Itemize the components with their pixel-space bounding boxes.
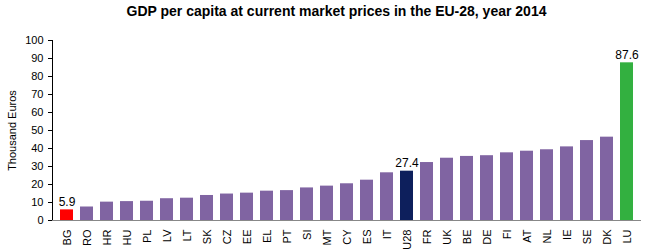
svg-text:DK: DK	[601, 229, 613, 245]
svg-text:0: 0	[37, 214, 43, 226]
svg-text:87.6: 87.6	[615, 48, 639, 62]
svg-text:SE: SE	[581, 230, 593, 245]
svg-text:EU28: EU28	[401, 230, 413, 250]
svg-text:MT: MT	[321, 229, 333, 245]
svg-text:BG: BG	[61, 230, 73, 246]
svg-text:50: 50	[31, 124, 43, 136]
svg-text:FI: FI	[501, 230, 513, 240]
svg-text:DE: DE	[481, 230, 493, 245]
svg-text:FR: FR	[421, 229, 433, 244]
svg-text:5.9: 5.9	[59, 195, 76, 209]
svg-text:90: 90	[31, 52, 43, 64]
svg-text:70: 70	[31, 88, 43, 100]
svg-text:ES: ES	[361, 230, 373, 245]
svg-text:EL: EL	[261, 230, 273, 243]
svg-text:IE: IE	[561, 230, 573, 240]
svg-text:LU: LU	[621, 229, 633, 243]
svg-text:PL: PL	[141, 230, 153, 243]
svg-text:AT: AT	[521, 229, 533, 243]
svg-text:20: 20	[31, 178, 43, 190]
svg-text:CY: CY	[341, 229, 353, 245]
svg-text:60: 60	[31, 106, 43, 118]
svg-text:SK: SK	[201, 229, 213, 244]
svg-text:CZ: CZ	[221, 229, 233, 244]
svg-text:RO: RO	[81, 229, 93, 246]
html-text:GDP per capita at current mark: GDP per capita at current market prices …	[126, 3, 547, 19]
svg-text:SI: SI	[301, 230, 313, 240]
svg-text:100: 100	[25, 34, 43, 46]
svg-text:NL: NL	[541, 230, 553, 244]
svg-text:40: 40	[31, 142, 43, 154]
svg-text:10: 10	[31, 196, 43, 208]
svg-text:LT: LT	[181, 229, 193, 241]
svg-text:27.4: 27.4	[395, 156, 419, 170]
svg-text:LV: LV	[161, 229, 173, 242]
svg-text:UK: UK	[441, 229, 453, 245]
svg-text:HR: HR	[101, 229, 113, 245]
svg-text:30: 30	[31, 160, 43, 172]
svg-text:HU: HU	[121, 229, 133, 245]
svg-text:EE: EE	[241, 230, 253, 245]
svg-text:PT: PT	[281, 229, 293, 243]
svg-text:Thousand Euros: Thousand Euros	[6, 90, 18, 171]
svg-text:BE: BE	[461, 230, 473, 245]
svg-text:80: 80	[31, 70, 43, 82]
svg-text:IT: IT	[381, 229, 393, 239]
